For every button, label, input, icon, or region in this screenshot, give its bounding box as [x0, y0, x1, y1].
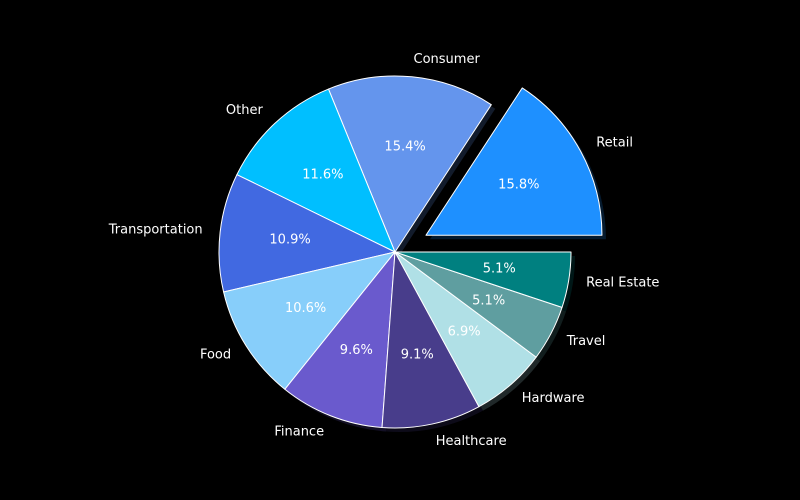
slice-label-other: Other	[226, 103, 264, 118]
slice-label-food: Food	[200, 348, 231, 363]
pct-label-transportation: 10.9%	[269, 233, 310, 248]
pie-slice-real-estate	[394, 251, 572, 308]
slice-layer	[218, 75, 603, 429]
pct-label-consumer: 15.4%	[384, 139, 425, 154]
slice-label-hardware: Hardware	[522, 391, 585, 406]
pie-slice-consumer	[327, 75, 492, 253]
pie-slice-other	[236, 88, 396, 253]
pie-slice-healthcare	[381, 251, 480, 429]
pie-slice-retail	[425, 87, 603, 236]
pct-label-hardware: 6.9%	[448, 324, 481, 339]
pct-label-healthcare: 9.1%	[401, 348, 434, 363]
slice-label-finance: Finance	[274, 425, 324, 440]
label-layer: 15.8% Retail 15.4% Consumer 11.6% Other 10.9% T…	[108, 52, 660, 449]
slice-label-travel: Travel	[566, 334, 606, 349]
pie-slice-transportation	[218, 174, 396, 293]
slice-label-consumer: Consumer	[414, 52, 481, 67]
slice-label-retail: Retail	[596, 136, 633, 151]
pct-label-food: 10.6%	[285, 301, 326, 316]
pct-label-retail: 15.8%	[498, 178, 539, 193]
pct-label-other: 11.6%	[302, 167, 343, 182]
slice-label-healthcare: Healthcare	[436, 434, 507, 449]
pie-slice-finance	[284, 251, 396, 429]
slice-label-transportation: Transportation	[108, 223, 203, 238]
pct-label-real-estate: 5.1%	[483, 261, 516, 276]
pie-slice-food	[223, 251, 396, 390]
slice-label-real-estate: Real Estate	[586, 275, 659, 290]
pct-label-travel: 5.1%	[472, 293, 505, 308]
pct-label-finance: 9.6%	[340, 343, 373, 358]
